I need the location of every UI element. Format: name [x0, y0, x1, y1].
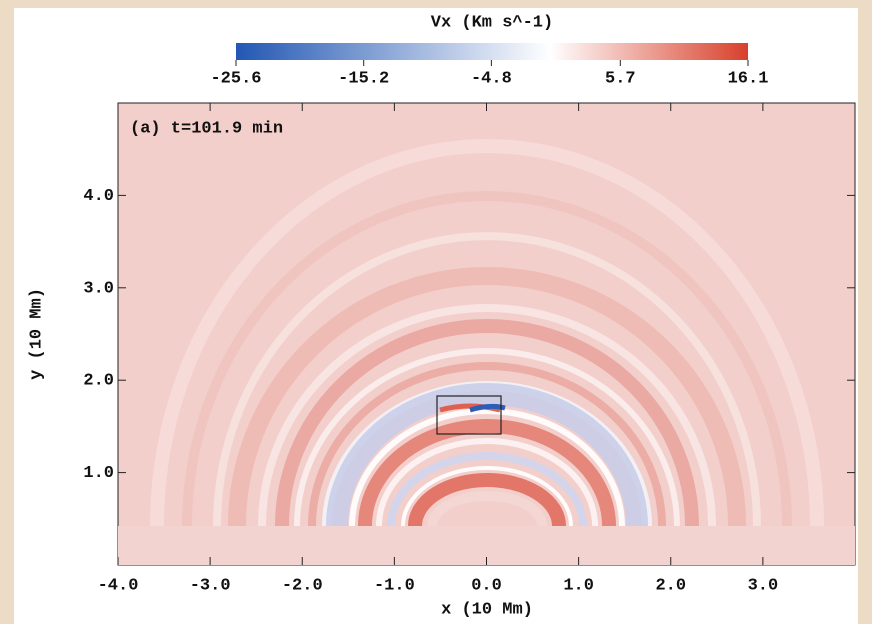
field-arc: [228, 267, 746, 526]
field-arc: [408, 473, 566, 526]
field-arc: [308, 362, 666, 526]
colorbar-tick-label: -4.8: [471, 69, 512, 88]
y-tick-label: 3.0: [83, 279, 114, 298]
field-arc: [294, 348, 680, 526]
x-tick-label: 3.0: [748, 576, 779, 595]
colorbar: [236, 43, 748, 60]
colorbar-title: Vx (Km s^-1): [431, 13, 553, 32]
x-tick-label: -3.0: [190, 576, 231, 595]
zoom-box: [436, 395, 502, 435]
field-arc: [358, 419, 616, 526]
x-tick-label: 1.0: [563, 576, 594, 595]
field-arc: [401, 466, 573, 526]
colorbar-tick-label: 5.7: [605, 69, 636, 88]
field-arc: [213, 232, 761, 526]
x-tick-label: -2.0: [282, 576, 323, 595]
y-axis-label: y (10 Mm): [27, 288, 46, 380]
field-arc: [427, 491, 547, 526]
x-tick-label: 0.0: [471, 576, 502, 595]
y-tick-label: 1.0: [83, 464, 114, 483]
colorbar-tick-label: 16.1: [728, 69, 769, 88]
field-arc: [469, 403, 506, 413]
x-tick-label: -1.0: [374, 576, 415, 595]
x-tick-label: 2.0: [655, 576, 686, 595]
y-tick-label: 2.0: [83, 372, 114, 391]
field-arc: [326, 383, 648, 526]
field-arc: [349, 408, 625, 526]
field-arc: [258, 304, 716, 526]
x-tick-label: -4.0: [98, 576, 139, 595]
field-arc: [150, 139, 824, 526]
colorbar-tick-label: -15.2: [338, 69, 389, 88]
field-arc: [182, 191, 792, 526]
field-arc: [376, 438, 598, 526]
field-arc: [387, 452, 587, 526]
colorbar-tick-label: -25.6: [210, 69, 261, 88]
x-axis-label: x (10 Mm): [441, 600, 533, 619]
field-arcs: [150, 139, 824, 526]
y-tick-label: 4.0: [83, 187, 114, 206]
annotation: (a) t=101.9 min: [130, 119, 283, 138]
field-arc: [275, 319, 699, 526]
